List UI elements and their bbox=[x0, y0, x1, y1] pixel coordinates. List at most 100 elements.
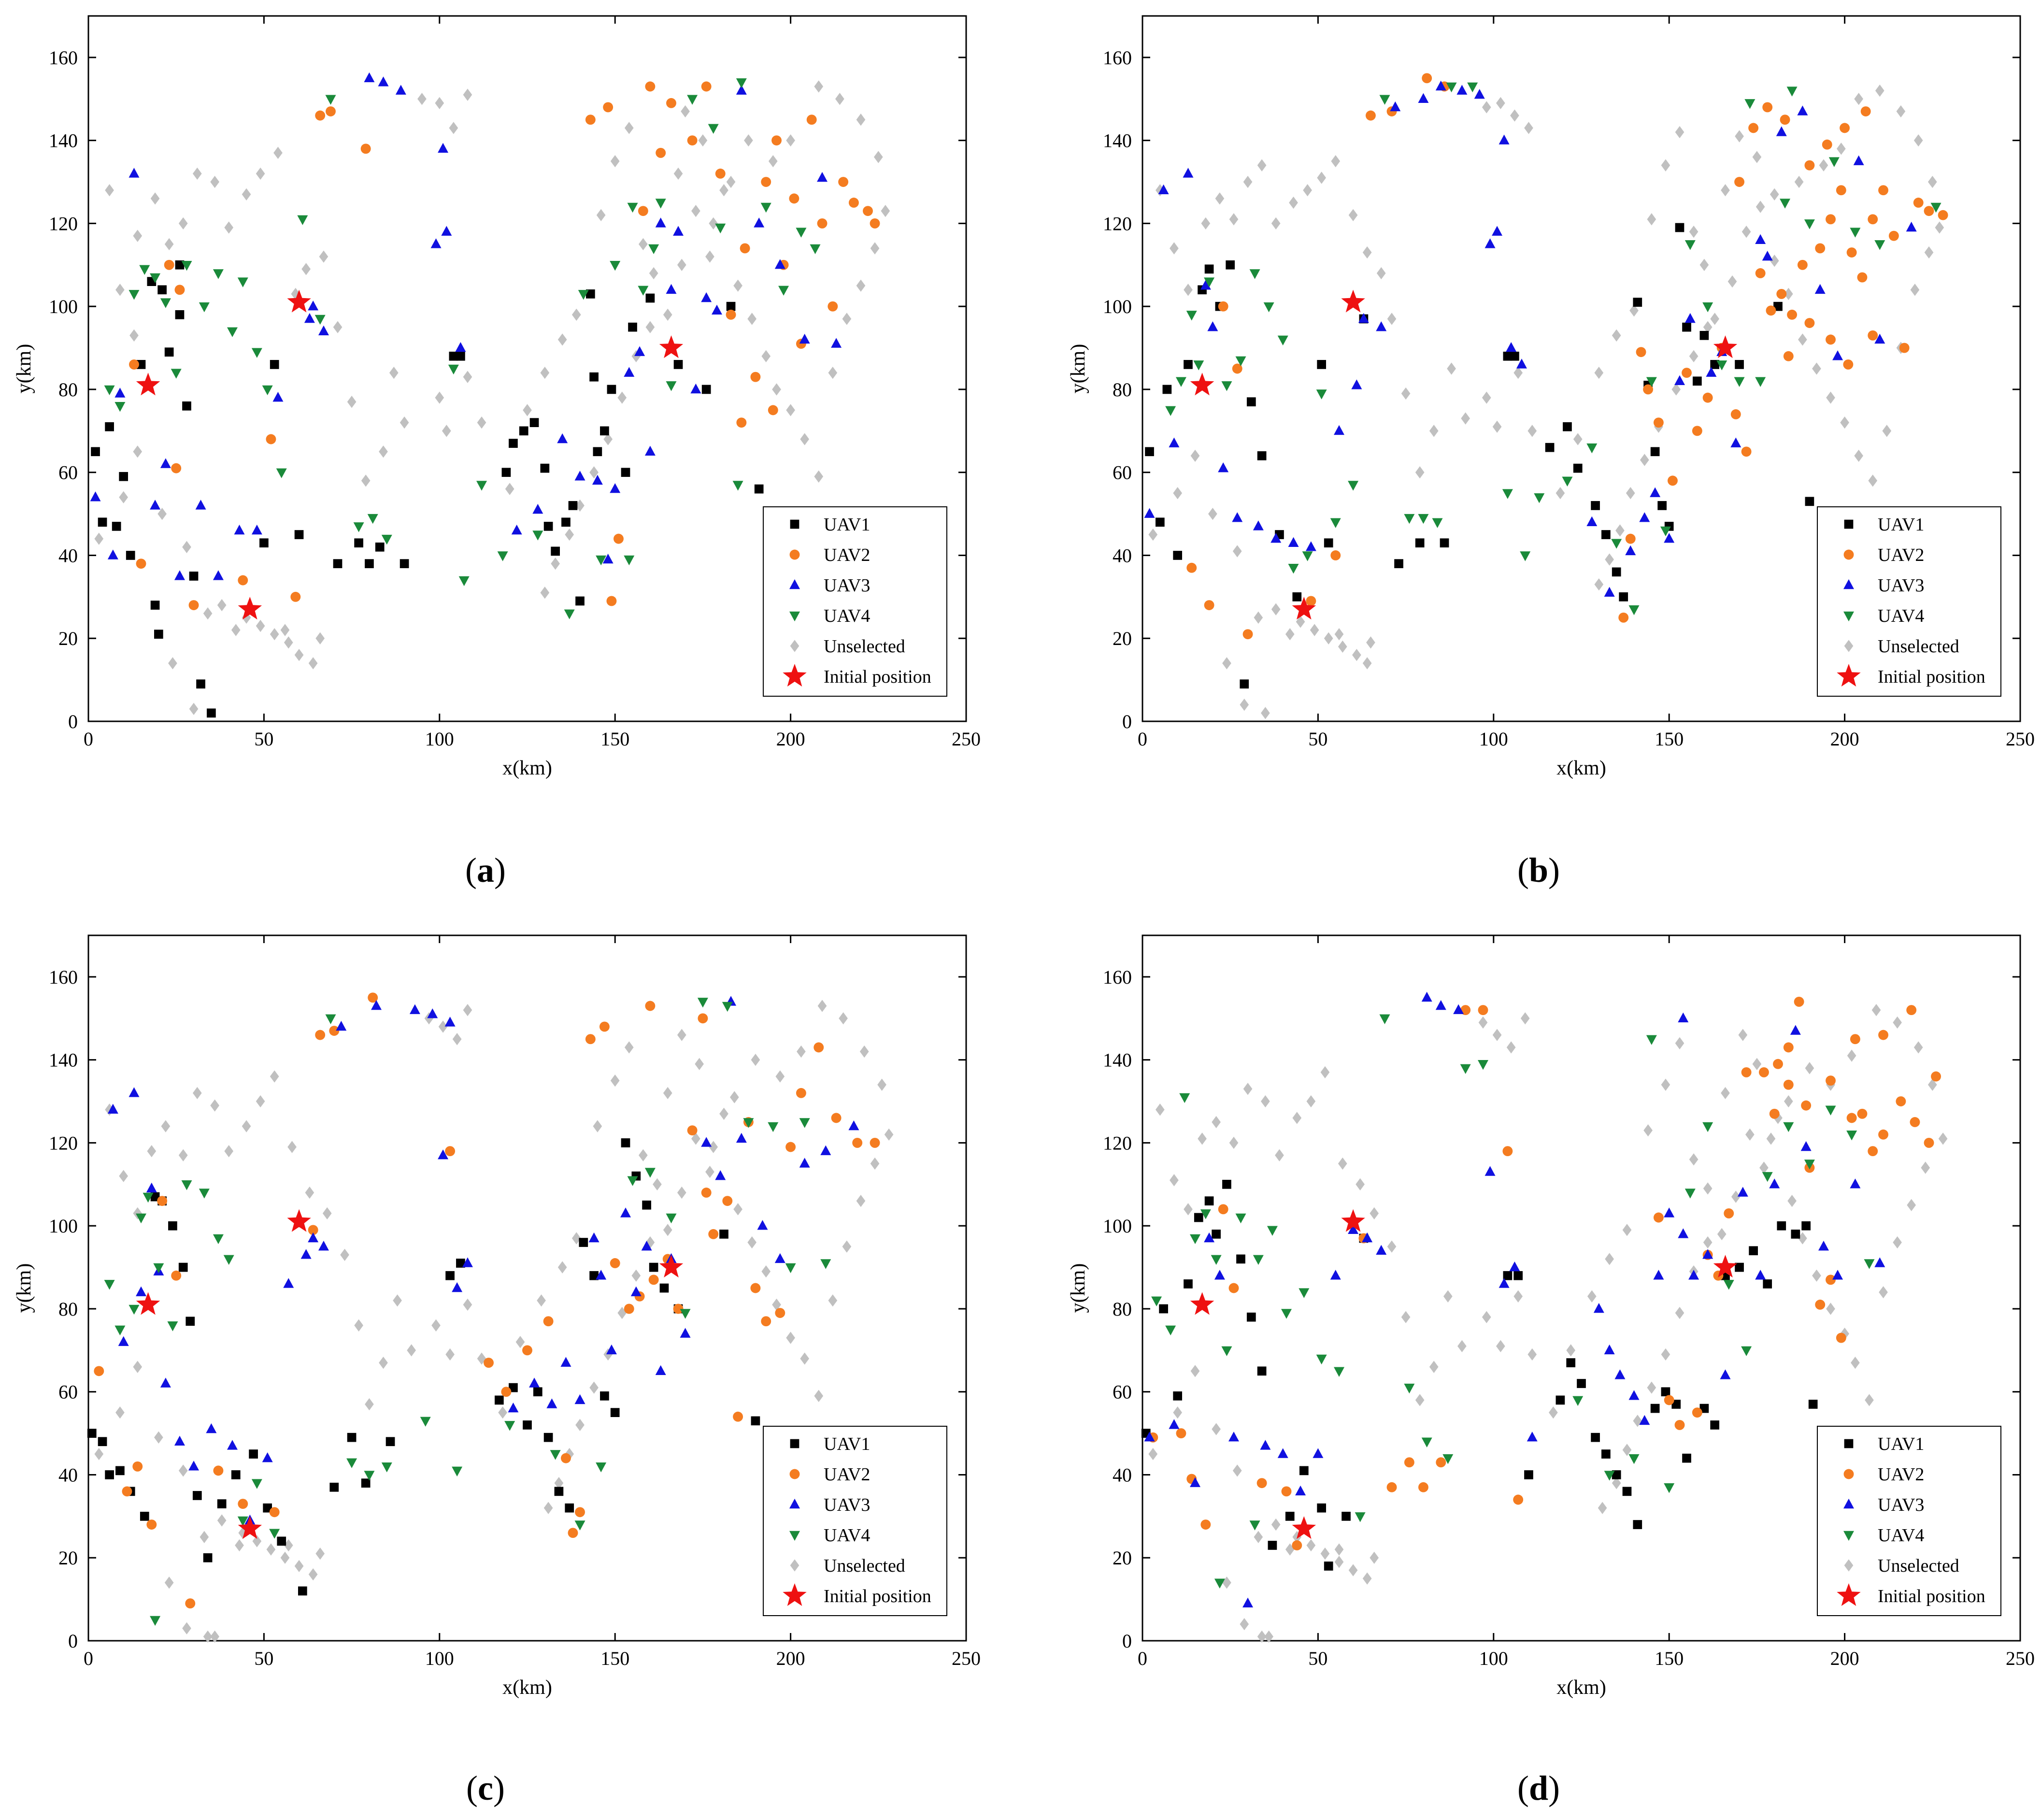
point-uav1 bbox=[87, 1429, 97, 1438]
legend-label: UAV4 bbox=[1878, 606, 1924, 626]
point-unselected bbox=[1212, 1423, 1221, 1435]
legend-marker-uav3 bbox=[1843, 1498, 1854, 1509]
panel-label: (c) bbox=[466, 1769, 505, 1807]
point-unselected bbox=[571, 308, 581, 321]
point-uav3 bbox=[318, 1241, 329, 1251]
point-uav4 bbox=[276, 468, 287, 478]
point-uav2 bbox=[585, 1034, 596, 1045]
legend-marker-unselected bbox=[790, 1559, 799, 1572]
point-uav3 bbox=[444, 1017, 456, 1027]
point-uav2 bbox=[501, 1387, 512, 1397]
point-unselected bbox=[1938, 1132, 1948, 1145]
point-unselected bbox=[1496, 97, 1505, 110]
point-unselected bbox=[1331, 155, 1341, 168]
point-unselected bbox=[379, 1356, 388, 1369]
point-unselected bbox=[154, 1431, 163, 1444]
point-uav2 bbox=[171, 463, 182, 473]
point-unselected bbox=[435, 391, 444, 404]
point-unselected bbox=[1647, 1381, 1656, 1394]
x-tick-label: 250 bbox=[952, 728, 981, 750]
point-uav2 bbox=[1794, 996, 1804, 1007]
point-unselected bbox=[210, 175, 219, 188]
point-unselected bbox=[1387, 1240, 1397, 1253]
point-uav4 bbox=[104, 385, 115, 396]
point-unselected bbox=[1907, 1199, 1916, 1211]
point-uav4 bbox=[227, 327, 238, 337]
point-uav1 bbox=[551, 546, 560, 556]
point-uav1 bbox=[1285, 1512, 1295, 1521]
y-tick-label: 140 bbox=[49, 130, 78, 152]
point-uav4 bbox=[1249, 269, 1260, 279]
point-uav3 bbox=[1158, 184, 1169, 194]
point-uav2 bbox=[1513, 1494, 1524, 1505]
point-unselected bbox=[551, 557, 560, 570]
point-uav4 bbox=[504, 1421, 515, 1431]
point-unselected bbox=[256, 167, 265, 180]
legend-label: Initial position bbox=[1878, 1586, 1985, 1606]
point-unselected bbox=[347, 396, 357, 408]
point-uav1 bbox=[1601, 530, 1611, 539]
point-uav4 bbox=[1804, 219, 1815, 229]
point-uav4 bbox=[732, 481, 743, 491]
point-unselected bbox=[1348, 209, 1358, 221]
point-uav3 bbox=[1376, 321, 1387, 331]
point-uav4 bbox=[381, 1462, 392, 1473]
point-unselected bbox=[463, 371, 472, 383]
point-uav2 bbox=[1242, 629, 1253, 640]
point-uav2 bbox=[329, 1026, 340, 1036]
point-unselected bbox=[1366, 636, 1375, 649]
point-uav1 bbox=[150, 601, 160, 610]
legend-marker-uav4 bbox=[1843, 611, 1854, 622]
point-uav1 bbox=[673, 360, 683, 369]
point-uav4 bbox=[638, 286, 649, 296]
point-unselected bbox=[1401, 1311, 1411, 1323]
point-uav1 bbox=[1162, 385, 1172, 394]
point-uav4 bbox=[1646, 377, 1657, 387]
point-uav4 bbox=[136, 1213, 147, 1224]
point-unselected bbox=[1924, 246, 1934, 259]
point-unselected bbox=[210, 1630, 219, 1643]
point-uav1 bbox=[1710, 1420, 1720, 1430]
point-uav3 bbox=[234, 524, 245, 535]
point-uav4 bbox=[104, 1280, 115, 1290]
point-uav1 bbox=[270, 360, 279, 369]
point-uav4 bbox=[1716, 360, 1727, 371]
legend-marker-unselected bbox=[1844, 640, 1854, 652]
point-uav4 bbox=[1664, 1483, 1675, 1493]
point-unselected bbox=[133, 1361, 143, 1373]
point-uav2 bbox=[817, 218, 828, 229]
point-uav2 bbox=[1868, 1146, 1878, 1157]
point-uav4 bbox=[297, 215, 308, 225]
point-uav3 bbox=[532, 503, 543, 514]
legend-marker-uav1 bbox=[1844, 1439, 1854, 1448]
point-unselected bbox=[1871, 1003, 1881, 1017]
point-uav4 bbox=[1660, 526, 1671, 537]
point-uav2 bbox=[1888, 230, 1899, 241]
point-uav1 bbox=[1650, 1404, 1660, 1413]
point-unselected bbox=[1461, 412, 1470, 425]
point-uav3 bbox=[1390, 101, 1401, 112]
y-tick-label: 0 bbox=[1122, 1630, 1132, 1652]
point-uav3 bbox=[1604, 587, 1615, 597]
point-uav3 bbox=[455, 342, 466, 352]
point-unselected bbox=[284, 1539, 293, 1552]
point-uav2 bbox=[1766, 305, 1776, 316]
point-uav1 bbox=[182, 401, 191, 411]
point-unselected bbox=[1910, 284, 1920, 296]
point-uav2 bbox=[1478, 1005, 1488, 1016]
point-unselected bbox=[1689, 350, 1698, 362]
point-uav3 bbox=[1674, 375, 1685, 386]
point-unselected bbox=[1671, 383, 1681, 396]
point-unselected bbox=[565, 528, 574, 541]
point-unselected bbox=[1232, 545, 1242, 558]
point-unselected bbox=[1296, 616, 1305, 628]
point-uav4 bbox=[1267, 1226, 1278, 1236]
point-unselected bbox=[1232, 1464, 1242, 1477]
point-uav2 bbox=[185, 1598, 196, 1609]
point-uav2 bbox=[164, 259, 174, 270]
point-uav1 bbox=[249, 1449, 258, 1459]
point-uav2 bbox=[1668, 475, 1678, 486]
point-unselected bbox=[203, 607, 213, 620]
point-uav4 bbox=[1741, 1346, 1752, 1356]
